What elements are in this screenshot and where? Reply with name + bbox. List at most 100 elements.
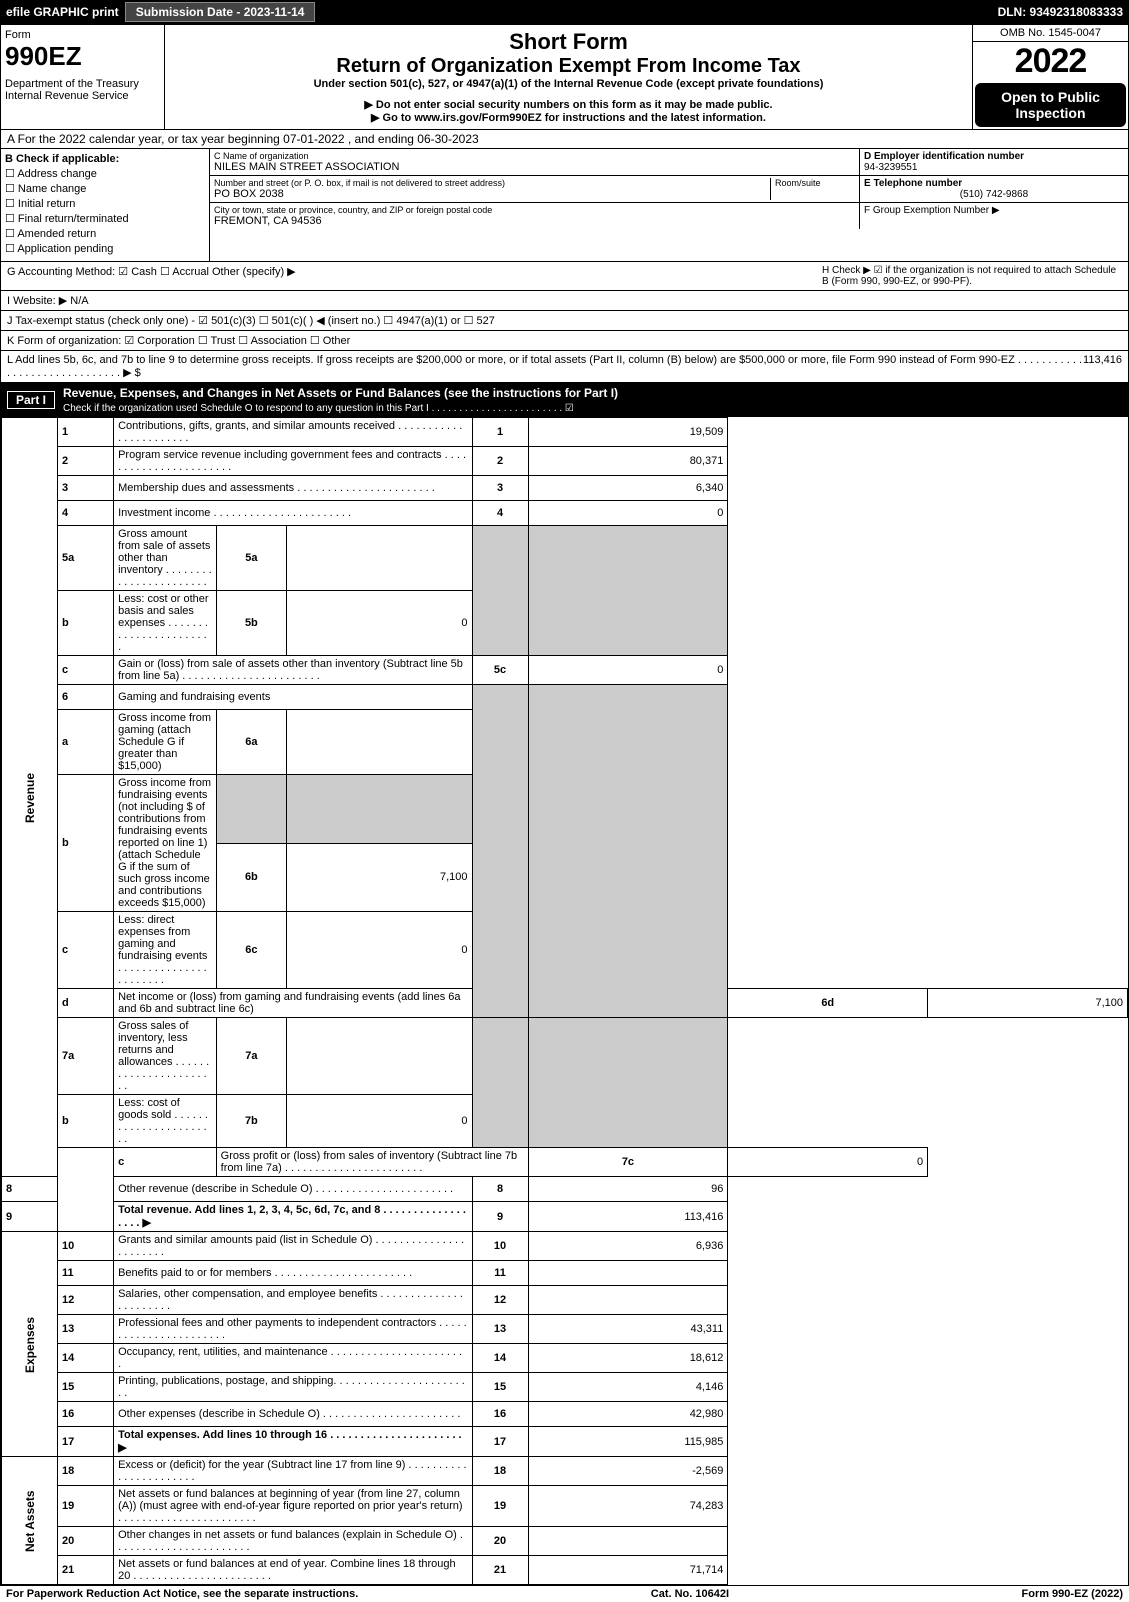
line-desc: Other revenue (describe in Schedule O): [114, 1177, 472, 1202]
line-amount: 6,340: [528, 476, 728, 501]
tax-year: 2022: [973, 42, 1128, 81]
line-subcol: 5a: [216, 526, 286, 591]
line-rn: 9: [472, 1202, 528, 1232]
line-desc: Net assets or fund balances at beginning…: [114, 1486, 472, 1527]
grey-cell: [528, 526, 728, 656]
line-num: 20: [58, 1527, 114, 1556]
check-final-return[interactable]: Final return/terminated: [5, 212, 205, 225]
line-amount: [528, 1286, 728, 1315]
line-rn: 13: [472, 1315, 528, 1344]
line-amount: [528, 1261, 728, 1286]
line-num: 17: [58, 1427, 114, 1457]
line-rn: 6d: [728, 989, 928, 1018]
phone-label: E Telephone number: [864, 178, 1124, 189]
ein-label: D Employer identification number: [864, 151, 1124, 162]
line-desc: Salaries, other compensation, and employ…: [114, 1286, 472, 1315]
row-k-form-org: K Form of organization: ☑ Corporation ☐ …: [7, 334, 350, 347]
row-g-accounting: G Accounting Method: ☑ Cash ☐ Accrual Ot…: [7, 265, 296, 287]
line-desc: Total expenses. Add lines 10 through 16 …: [114, 1427, 472, 1457]
line-desc: Occupancy, rent, utilities, and maintena…: [114, 1344, 472, 1373]
line-amount: 43,311: [528, 1315, 728, 1344]
check-name-change[interactable]: Name change: [5, 182, 205, 195]
line-subval: 7,100: [287, 843, 472, 912]
line-subcol: 7a: [216, 1018, 286, 1095]
line-num: 9: [2, 1202, 58, 1232]
line-amount: -2,569: [528, 1457, 728, 1486]
line-desc: Gross amount from sale of assets other t…: [114, 526, 217, 591]
line-num: 7a: [58, 1018, 114, 1095]
line-rn: 15: [472, 1373, 528, 1402]
line-num: 3: [58, 476, 114, 501]
line-num: 4: [58, 501, 114, 526]
city-label: City or town, state or province, country…: [214, 205, 855, 215]
line-num: b: [58, 591, 114, 656]
line-rn: 17: [472, 1427, 528, 1457]
line-rn: 11: [472, 1261, 528, 1286]
check-amended-return[interactable]: Amended return: [5, 227, 205, 240]
line-amount: 6,936: [528, 1232, 728, 1261]
line-num: c: [58, 656, 114, 685]
line-amount: 74,283: [528, 1486, 728, 1527]
line-desc: Gross income from fundraising events (no…: [114, 775, 217, 912]
line-num: 12: [58, 1286, 114, 1315]
line-rn: 18: [472, 1457, 528, 1486]
revenue-side-label: Revenue: [2, 418, 58, 1177]
submission-date: Submission Date - 2023-11-14: [125, 2, 316, 22]
line-desc: Professional fees and other payments to …: [114, 1315, 472, 1344]
line-subval: [287, 710, 472, 775]
grey-cell: [287, 775, 472, 844]
section-b-title: B Check if applicable:: [5, 153, 205, 165]
line-rn: 1: [472, 418, 528, 447]
line-desc: Total revenue. Add lines 1, 2, 3, 4, 5c,…: [114, 1202, 472, 1232]
top-bar: efile GRAPHIC print Submission Date - 20…: [0, 0, 1129, 24]
line-desc: Membership dues and assessments: [114, 476, 472, 501]
check-address-change[interactable]: Address change: [5, 167, 205, 180]
department-label: Department of the Treasury Internal Reve…: [5, 78, 160, 102]
grey-cell: [528, 1018, 728, 1148]
return-title: Return of Organization Exempt From Incom…: [169, 55, 968, 78]
line-amount: 7,100: [928, 989, 1128, 1018]
group-exemption-label: F Group Exemption Number ▶: [864, 205, 1124, 216]
line-rn: 21: [472, 1556, 528, 1585]
line-rn: 5c: [472, 656, 528, 685]
line-desc: Other expenses (describe in Schedule O): [114, 1402, 472, 1427]
line-num: c: [58, 912, 114, 989]
line-amount: [528, 1527, 728, 1556]
org-name-label: C Name of organization: [214, 151, 855, 161]
line-amount: 115,985: [528, 1427, 728, 1457]
line-desc: Excess or (deficit) for the year (Subtra…: [114, 1457, 472, 1486]
line-amount: 71,714: [528, 1556, 728, 1585]
line-rn: 14: [472, 1344, 528, 1373]
line-subval: [287, 526, 472, 591]
part-1-header: Part I Revenue, Expenses, and Changes in…: [1, 383, 1128, 417]
open-to-public: Open to Public Inspection: [975, 83, 1126, 127]
line-rn: 16: [472, 1402, 528, 1427]
ein-value: 94-3239551: [864, 162, 1124, 173]
line-subval: 0: [287, 912, 472, 989]
row-i-website: I Website: ▶ N/A: [7, 294, 89, 307]
line-desc: Less: direct expenses from gaming and fu…: [114, 912, 217, 989]
line-rn: 2: [472, 447, 528, 476]
line-amount: 19,509: [528, 418, 728, 447]
line-desc: Net assets or fund balances at end of ye…: [114, 1556, 472, 1585]
line-rn: 7c: [528, 1148, 728, 1177]
footer-right: Form 990-EZ (2022): [1022, 1588, 1123, 1600]
check-initial-return[interactable]: Initial return: [5, 197, 205, 210]
line-desc: Gaming and fundraising events: [114, 685, 472, 710]
line-subval: 0: [287, 591, 472, 656]
part-1-title: Revenue, Expenses, and Changes in Net As…: [63, 386, 618, 400]
line-num: 10: [58, 1232, 114, 1261]
check-application-pending[interactable]: Application pending: [5, 242, 205, 255]
part-1-label: Part I: [7, 391, 55, 409]
line-amount: 113,416: [528, 1202, 728, 1232]
line-desc: Benefits paid to or for members: [114, 1261, 472, 1286]
line-rn: 20: [472, 1527, 528, 1556]
line-num: 18: [58, 1457, 114, 1486]
footer: For Paperwork Reduction Act Notice, see …: [0, 1586, 1129, 1602]
line-amount: 18,612: [528, 1344, 728, 1373]
row-l-text: L Add lines 5b, 6c, and 7b to line 9 to …: [7, 354, 1083, 379]
line-desc: Program service revenue including govern…: [114, 447, 472, 476]
line-desc: Gross profit or (loss) from sales of inv…: [216, 1148, 528, 1177]
line-subval: [287, 1018, 472, 1095]
line-num: 15: [58, 1373, 114, 1402]
